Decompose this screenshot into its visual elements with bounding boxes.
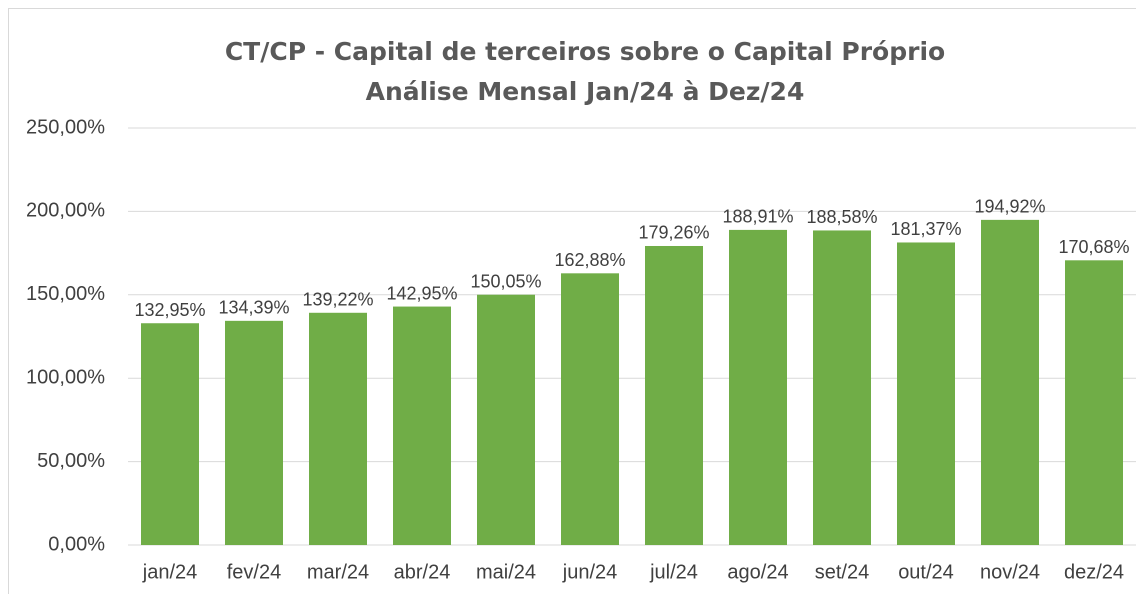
x-tick-label: ago/24 (727, 561, 788, 583)
data-label: 134,39% (218, 298, 289, 318)
bar (981, 219, 1039, 545)
x-tick-label: dez/24 (1064, 561, 1124, 583)
x-tick-label: jul/24 (649, 561, 698, 583)
data-label: 188,91% (722, 207, 793, 227)
y-tick-label: 250,00% (26, 116, 105, 138)
chart-title: CT/CP - Capital de terceiros sobre o Cap… (225, 37, 945, 66)
chart-subtitle: Análise Mensal Jan/24 à Dez/24 (366, 77, 805, 106)
bar (309, 312, 367, 545)
y-tick-label: 0,00% (48, 533, 105, 555)
bar (897, 242, 955, 545)
data-label: 179,26% (638, 223, 709, 243)
x-tick-label: fev/24 (227, 561, 281, 583)
bar (813, 230, 871, 546)
y-tick-label: 50,00% (37, 450, 105, 472)
x-tick-label: abr/24 (394, 561, 451, 583)
x-tick-label: mai/24 (476, 561, 536, 583)
y-tick-label: 100,00% (26, 366, 105, 388)
bar (561, 273, 619, 545)
data-label: 132,95% (134, 300, 205, 320)
bar (729, 229, 787, 545)
data-label: 194,92% (974, 197, 1045, 217)
bar (225, 320, 283, 545)
bar (477, 294, 535, 545)
data-label: 139,22% (302, 290, 373, 310)
x-tick-label: jan/24 (142, 561, 198, 583)
x-tick-label: nov/24 (980, 561, 1040, 583)
y-tick-label: 150,00% (26, 283, 105, 305)
data-label: 188,58% (806, 207, 877, 227)
bar (141, 323, 199, 545)
data-label: 162,88% (554, 250, 625, 270)
data-label: 181,37% (890, 219, 961, 239)
data-label: 170,68% (1058, 237, 1129, 257)
x-tick-label: mar/24 (307, 561, 369, 583)
y-tick-label: 200,00% (26, 200, 105, 222)
bar (393, 306, 451, 545)
data-label: 142,95% (386, 283, 457, 303)
data-label: 150,05% (470, 271, 541, 291)
x-tick-label: jun/24 (562, 561, 618, 583)
x-tick-label: set/24 (815, 561, 869, 583)
bar (1065, 260, 1123, 545)
bar (645, 245, 703, 545)
x-tick-label: out/24 (898, 561, 954, 583)
